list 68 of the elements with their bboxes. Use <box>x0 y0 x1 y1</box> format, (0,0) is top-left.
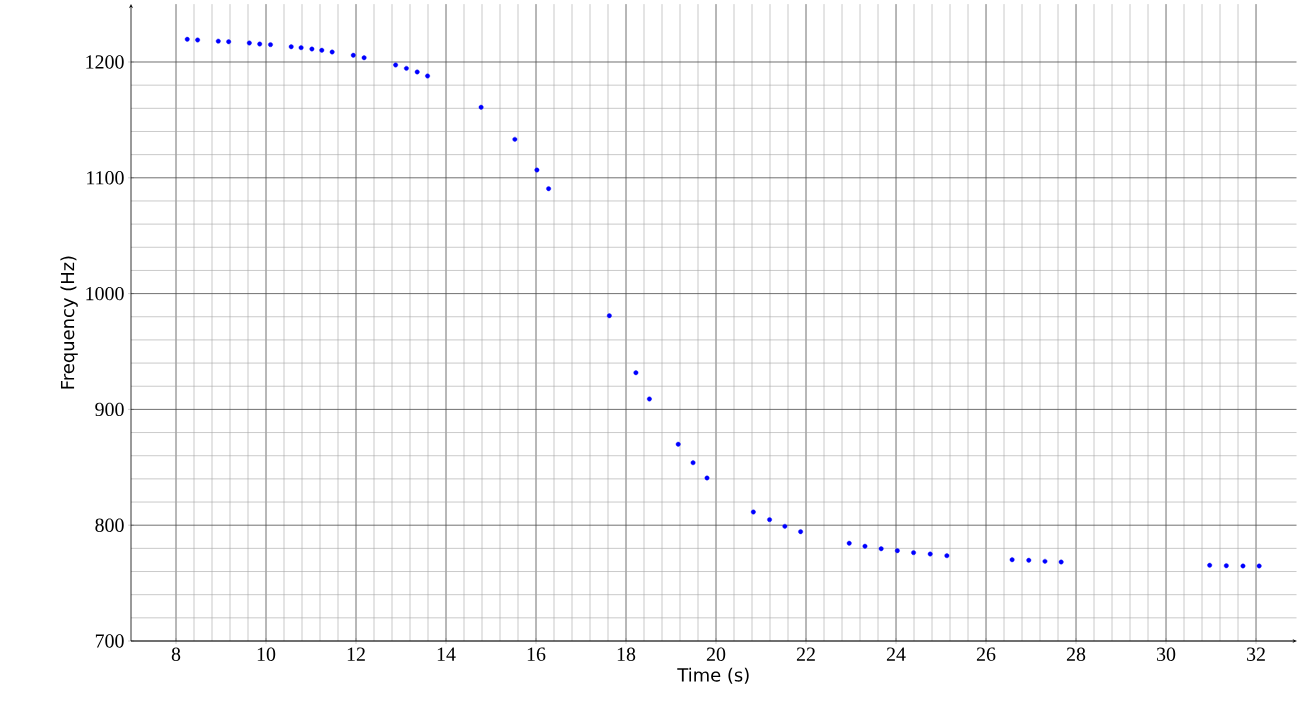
point <box>298 45 304 51</box>
point <box>606 313 612 319</box>
point <box>1223 563 1229 569</box>
point <box>546 186 552 192</box>
point <box>927 551 933 557</box>
point <box>1256 563 1262 569</box>
point <box>767 517 772 523</box>
y-tick-label: 900 <box>95 402 124 417</box>
y-tick-label: 1200 <box>86 55 124 69</box>
point <box>404 65 409 71</box>
point <box>512 136 518 142</box>
point <box>414 69 420 75</box>
point <box>894 548 900 554</box>
x-tick-label: 32 <box>1247 647 1265 661</box>
y-axis-title: Frequency (Hz) <box>60 256 78 389</box>
point <box>704 475 710 481</box>
point <box>246 40 252 46</box>
x-tick-label: 28 <box>1066 647 1086 661</box>
point <box>633 370 639 376</box>
point <box>268 42 273 48</box>
y-tick-label: 1000 <box>86 286 124 301</box>
y-tick-label: 800 <box>95 518 124 532</box>
point <box>226 39 232 45</box>
point <box>750 509 756 515</box>
x-tick-label: 26 <box>976 647 996 661</box>
x-tick-label: 22 <box>796 647 815 661</box>
point <box>1207 562 1213 568</box>
point <box>1026 557 1032 563</box>
point <box>393 62 398 68</box>
point <box>798 529 804 535</box>
point <box>309 46 315 52</box>
point <box>478 104 484 110</box>
point <box>257 41 263 47</box>
point <box>1058 559 1064 565</box>
point <box>215 38 221 44</box>
point <box>425 73 430 79</box>
x-tick-label: 14 <box>437 647 456 661</box>
point <box>288 44 294 50</box>
x-tick-label: 30 <box>1157 647 1176 661</box>
x-tick-label: 12 <box>347 647 365 661</box>
point <box>911 550 916 556</box>
point <box>195 37 200 43</box>
point <box>1009 557 1015 563</box>
x-axis-title: Time (s) <box>677 667 749 684</box>
x-tick-label: 16 <box>527 647 546 661</box>
x-tick-label: 10 <box>257 647 276 661</box>
point <box>319 47 325 53</box>
point <box>878 546 884 552</box>
point <box>1240 563 1246 569</box>
x-tick-label: 8 <box>171 647 181 661</box>
point <box>846 540 852 546</box>
point <box>329 49 335 55</box>
point <box>361 55 367 61</box>
point <box>862 543 868 549</box>
point <box>647 396 652 402</box>
y-tick-label: 1100 <box>87 171 124 185</box>
x-tick-label: 24 <box>886 647 906 661</box>
point <box>1042 558 1048 564</box>
x-tick-label: 20 <box>706 647 726 661</box>
point <box>184 36 190 42</box>
point <box>782 523 788 529</box>
point <box>350 52 356 58</box>
x-tick-label: 18 <box>617 647 636 661</box>
y-tick-label: 700 <box>95 634 124 648</box>
point <box>944 553 950 559</box>
point <box>690 460 696 466</box>
point <box>675 441 681 447</box>
point <box>534 167 540 173</box>
